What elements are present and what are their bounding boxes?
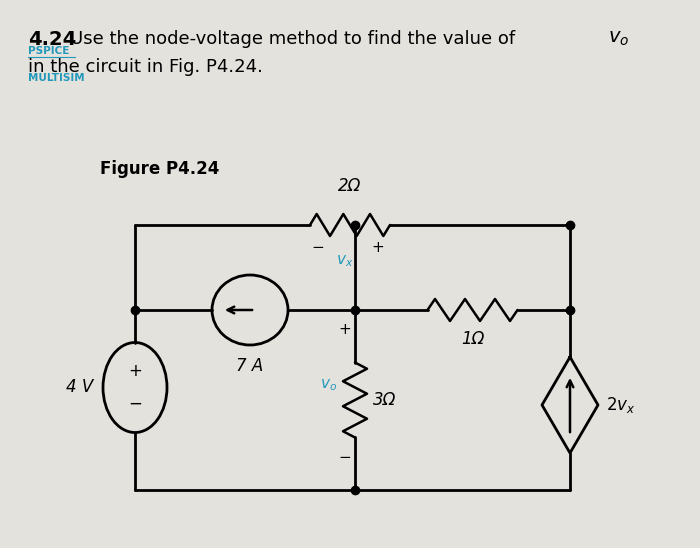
- Text: $v_x$: $v_x$: [336, 253, 354, 269]
- Text: −: −: [312, 239, 324, 254]
- Text: 4 V: 4 V: [66, 379, 93, 397]
- Text: 3Ω: 3Ω: [373, 391, 396, 409]
- Text: 7 A: 7 A: [237, 357, 264, 375]
- Text: +: +: [339, 323, 351, 338]
- Text: $2v_x$: $2v_x$: [606, 395, 636, 415]
- Text: +: +: [128, 362, 142, 380]
- Text: Use the node-voltage method to find the value of: Use the node-voltage method to find the …: [70, 30, 515, 48]
- Text: in the circuit in Fig. P4.24.: in the circuit in Fig. P4.24.: [28, 58, 263, 76]
- Text: 1Ω: 1Ω: [461, 330, 484, 348]
- Text: −: −: [339, 449, 351, 465]
- Text: 4.24: 4.24: [28, 30, 76, 49]
- Text: −: −: [128, 395, 142, 413]
- Text: $v_o$: $v_o$: [320, 377, 337, 393]
- Text: MULTISIM: MULTISIM: [28, 73, 85, 83]
- Text: +: +: [372, 239, 384, 254]
- Text: PSPICE: PSPICE: [28, 46, 69, 56]
- Text: Figure P4.24: Figure P4.24: [100, 160, 219, 178]
- Text: $v_o$: $v_o$: [608, 30, 629, 48]
- Text: 2Ω: 2Ω: [338, 177, 362, 195]
